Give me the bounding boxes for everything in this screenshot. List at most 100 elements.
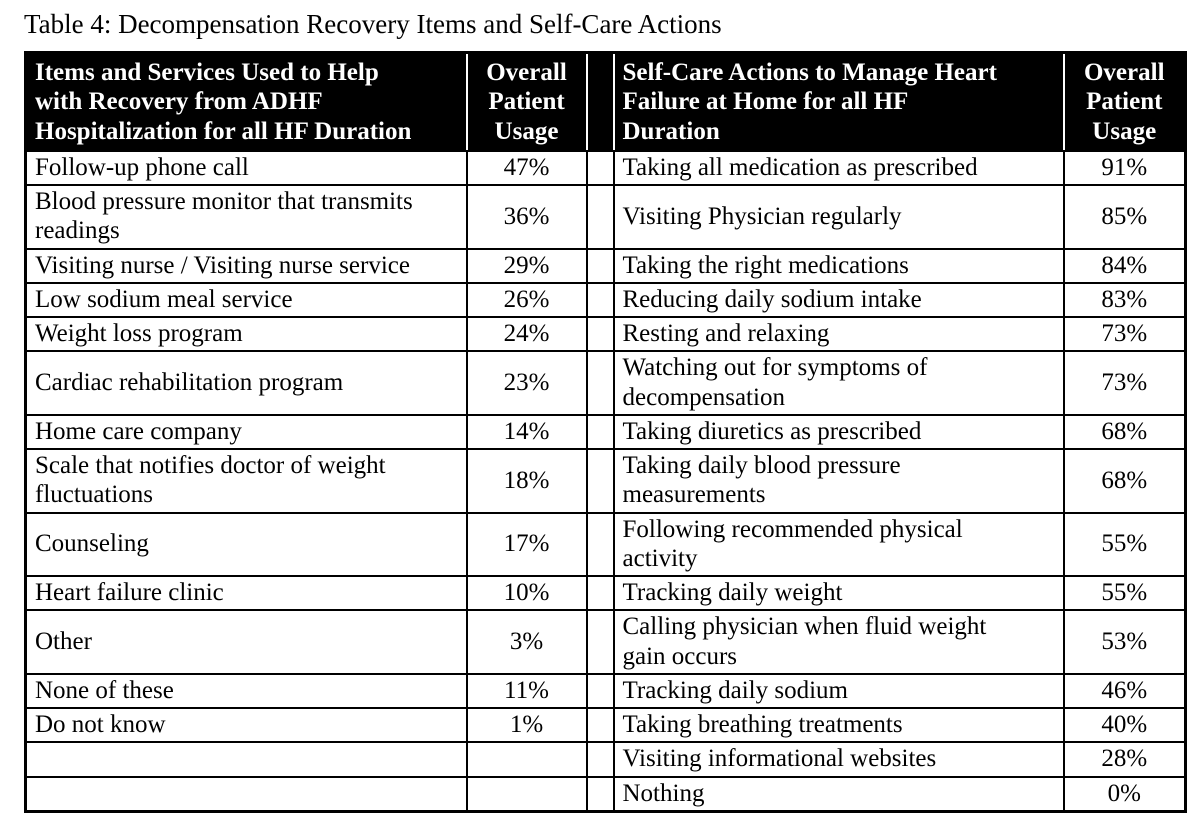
item-usage-cell: 23%	[465, 350, 588, 416]
gap-cell	[585, 350, 615, 416]
item-cell	[24, 741, 468, 778]
action-usage-cell: 91%	[1062, 149, 1187, 187]
item-usage-cell: 11%	[465, 672, 588, 710]
table-row: Do not know 1% Taking breathing treatmen…	[24, 706, 1187, 744]
gap-cell	[585, 609, 615, 675]
action-cell: Following recommended physical activity	[612, 511, 1065, 577]
item-usage-cell: 3%	[465, 609, 588, 675]
table-row: Scale that notifies doctor of weight flu…	[24, 448, 1187, 514]
table-row: Heart failure clinic 10% Tracking daily …	[24, 574, 1187, 612]
item-cell	[24, 775, 468, 813]
action-usage-cell: 0%	[1062, 775, 1187, 813]
table-row: Blood pressure monitor that transmits re…	[24, 184, 1187, 250]
action-usage-cell: 46%	[1062, 672, 1187, 710]
gap-cell	[585, 281, 615, 319]
item-usage-cell: 36%	[465, 184, 588, 250]
item-usage-cell: 26%	[465, 281, 588, 319]
table-row: Low sodium meal service 26% Reducing dai…	[24, 281, 1187, 319]
action-cell: Visiting Physician regularly	[612, 184, 1065, 250]
table-row: Visiting informational websites 28%	[24, 741, 1187, 778]
item-cell: Follow-up phone call	[24, 149, 468, 187]
gap-cell	[585, 511, 615, 577]
items-usage-header: Overall Patient Usage	[465, 50, 588, 152]
action-cell: Taking all medication as prescribed	[612, 149, 1065, 187]
action-usage-cell: 85%	[1062, 184, 1187, 250]
table-row: Home care company 14% Taking diuretics a…	[24, 413, 1187, 451]
action-usage-cell: 40%	[1062, 706, 1187, 744]
table-row: Nothing 0%	[24, 775, 1187, 813]
gap-cell	[585, 741, 615, 778]
gap-header-cell	[585, 50, 615, 152]
action-cell: Taking breathing treatments	[612, 706, 1065, 744]
item-cell: Heart failure clinic	[24, 574, 468, 612]
item-cell: Blood pressure monitor that transmits re…	[24, 184, 468, 250]
item-usage-cell: 1%	[465, 706, 588, 744]
action-cell: Taking the right medications	[612, 247, 1065, 284]
action-usage-cell: 55%	[1062, 574, 1187, 612]
table-row: None of these 11% Tracking daily sodium …	[24, 672, 1187, 710]
item-usage-cell: 18%	[465, 448, 588, 514]
action-usage-cell: 73%	[1062, 350, 1187, 416]
header-row: Items and Services Used to Help with Rec…	[24, 50, 1187, 152]
gap-cell	[585, 247, 615, 284]
action-usage-cell: 84%	[1062, 247, 1187, 284]
gap-cell	[585, 413, 615, 451]
table-row: Other 3% Calling physician when fluid we…	[24, 609, 1187, 675]
item-usage-cell	[465, 741, 588, 778]
item-cell: Do not know	[24, 706, 468, 744]
action-usage-cell: 55%	[1062, 511, 1187, 577]
action-usage-cell: 73%	[1062, 315, 1187, 353]
table-caption: Table 4: Decompensation Recovery Items a…	[24, 9, 722, 39]
table-body: Follow-up phone call 47% Taking all medi…	[24, 149, 1187, 813]
item-usage-cell: 47%	[465, 149, 588, 187]
table-row: Counseling 17% Following recommended phy…	[24, 511, 1187, 577]
action-cell: Tracking daily weight	[612, 574, 1065, 612]
gap-cell	[585, 672, 615, 710]
item-cell: Cardiac rehabilitation program	[24, 350, 468, 416]
action-usage-cell: 28%	[1062, 741, 1187, 778]
table-row: Cardiac rehabilitation program 23% Watch…	[24, 350, 1187, 416]
gap-cell	[585, 574, 615, 612]
item-usage-cell: 10%	[465, 574, 588, 612]
item-cell: Low sodium meal service	[24, 281, 468, 319]
item-cell: Home care company	[24, 413, 468, 451]
gap-cell	[585, 315, 615, 353]
actions-usage-header: Overall Patient Usage	[1062, 50, 1187, 152]
table-row: Follow-up phone call 47% Taking all medi…	[24, 149, 1187, 187]
items-services-header: Items and Services Used to Help with Rec…	[24, 50, 468, 152]
action-cell: Resting and relaxing	[612, 315, 1065, 353]
item-cell: Scale that notifies doctor of weight flu…	[24, 448, 468, 514]
self-care-actions-header: Self-Care Actions to Manage Heart Failur…	[612, 50, 1065, 152]
item-usage-cell	[465, 775, 588, 813]
item-cell: None of these	[24, 672, 468, 710]
gap-cell	[585, 448, 615, 514]
action-usage-cell: 83%	[1062, 281, 1187, 319]
action-cell: Nothing	[612, 775, 1065, 813]
item-usage-cell: 29%	[465, 247, 588, 284]
action-usage-cell: 53%	[1062, 609, 1187, 675]
table-row: Weight loss program 24% Resting and rela…	[24, 315, 1187, 353]
gap-cell	[585, 184, 615, 250]
action-usage-cell: 68%	[1062, 413, 1187, 451]
gap-cell	[585, 149, 615, 187]
item-cell: Weight loss program	[24, 315, 468, 353]
action-cell: Tracking daily sodium	[612, 672, 1065, 710]
item-cell: Visiting nurse / Visiting nurse service	[24, 247, 468, 284]
action-cell: Watching out for symptoms of decompensat…	[612, 350, 1065, 416]
gap-cell	[585, 706, 615, 744]
gap-cell	[585, 775, 615, 813]
action-usage-cell: 68%	[1062, 448, 1187, 514]
action-cell: Visiting informational websites	[612, 741, 1065, 778]
item-usage-cell: 14%	[465, 413, 588, 451]
decompensation-recovery-table: Items and Services Used to Help with Rec…	[24, 50, 1187, 813]
action-cell: Calling physician when fluid weight gain…	[612, 609, 1065, 675]
item-cell: Counseling	[24, 511, 468, 577]
table-row: Visiting nurse / Visiting nurse service …	[24, 247, 1187, 284]
item-cell: Other	[24, 609, 468, 675]
action-cell: Taking diuretics as prescribed	[612, 413, 1065, 451]
action-cell: Reducing daily sodium intake	[612, 281, 1065, 319]
item-usage-cell: 17%	[465, 511, 588, 577]
action-cell: Taking daily blood pressure measurements	[612, 448, 1065, 514]
item-usage-cell: 24%	[465, 315, 588, 353]
